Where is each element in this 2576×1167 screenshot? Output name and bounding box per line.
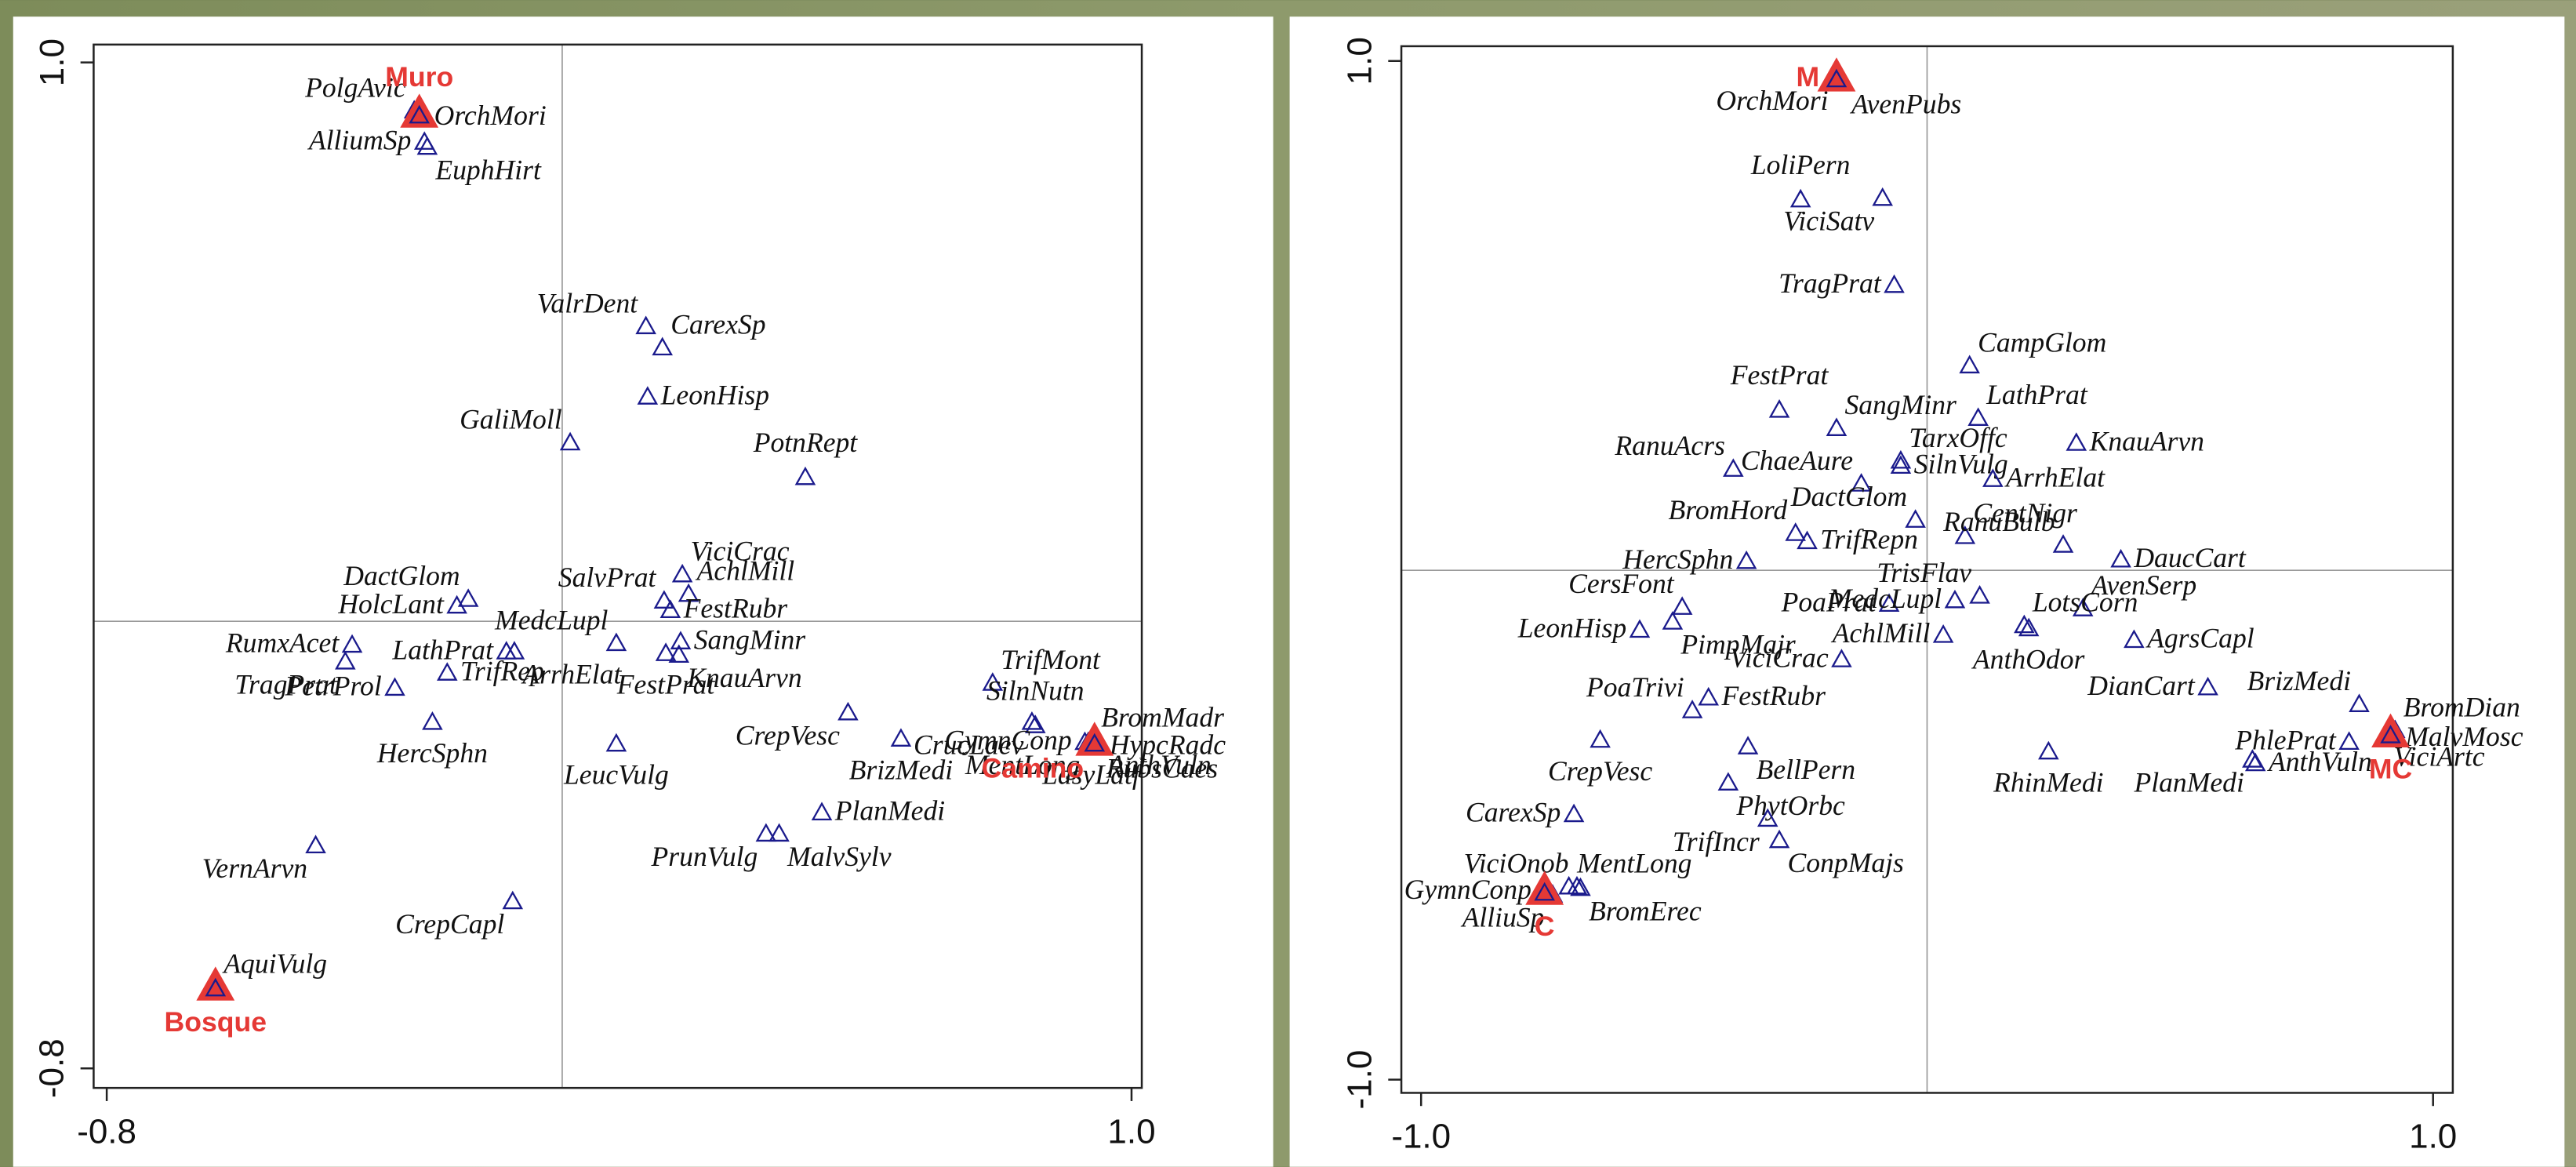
species-label: SilnNutn bbox=[986, 674, 1085, 706]
species-label: AvenPubs bbox=[1850, 89, 1961, 120]
species-label: AnthVuln bbox=[1106, 749, 1212, 780]
species-label: MentLong bbox=[1576, 848, 1691, 879]
x-tick-label: -0.8 bbox=[77, 1112, 136, 1151]
species-label: PlanMedi bbox=[834, 794, 945, 826]
species-label: MedcLupl bbox=[1828, 583, 1942, 614]
species-label: TrifRep bbox=[460, 655, 544, 686]
y-tick-label: 1.0 bbox=[33, 38, 71, 86]
species-label: BromHord bbox=[1669, 494, 1788, 525]
species-label: BellPern bbox=[1757, 754, 1856, 785]
species-label: FestRubr bbox=[1720, 680, 1826, 711]
site-label: MC bbox=[2369, 753, 2412, 784]
species-label: LeonHisp bbox=[660, 379, 770, 410]
y-tick-label: -0.8 bbox=[33, 1038, 71, 1098]
species-label: PlanMedi bbox=[2133, 767, 2244, 798]
species-label: CarexSp bbox=[670, 308, 765, 340]
species-label: LathPrat bbox=[1986, 379, 2088, 410]
species-label: TrifRepn bbox=[1820, 524, 1918, 555]
species-label: BrizMedi bbox=[2247, 665, 2351, 696]
species-label: DactGlom bbox=[343, 560, 460, 591]
species-label: RanuBulb bbox=[1942, 506, 2055, 537]
species-label: RhinMedi bbox=[1993, 767, 2103, 798]
chart-figure: -0.81.0-0.81.0PolgAvicOrchMoriAlliumSpEu… bbox=[0, 0, 2576, 1167]
species-label: SilnVulg bbox=[1914, 449, 2008, 480]
species-label: DaucCart bbox=[2133, 542, 2247, 573]
y-tick-label: 1.0 bbox=[1340, 37, 1379, 85]
site-label: C bbox=[1535, 911, 1555, 942]
x-tick-label: 1.0 bbox=[1107, 1112, 1155, 1151]
species-label: MedcLupl bbox=[494, 604, 608, 635]
species-label: CrepVesc bbox=[736, 719, 840, 751]
species-label: HercSphn bbox=[376, 737, 488, 769]
species-label: AchlMill bbox=[1831, 617, 1931, 649]
species-label: FestPrat bbox=[616, 668, 716, 700]
species-label: RanuAcrs bbox=[1614, 430, 1724, 461]
species-label: AnthVuln bbox=[2267, 746, 2372, 777]
species-label: BromErec bbox=[1589, 895, 1702, 926]
species-label: BromDian bbox=[2403, 691, 2520, 722]
species-label: PrunVulg bbox=[651, 841, 758, 872]
species-label: HolcLant bbox=[337, 588, 445, 620]
species-label: PhytOrbc bbox=[1735, 790, 1845, 821]
species-label: PetrProl bbox=[284, 671, 381, 702]
species-label: PoaTrivi bbox=[1586, 671, 1684, 703]
species-label: AnthOdor bbox=[1971, 644, 2085, 675]
species-label: GaliMoll bbox=[460, 404, 562, 435]
species-label: AlliumSp bbox=[307, 124, 412, 155]
species-label: BrizMedi bbox=[849, 754, 954, 785]
site-label: Muro bbox=[385, 61, 453, 93]
species-label: FestRubr bbox=[683, 593, 788, 624]
species-label: RumxAcet bbox=[225, 627, 340, 659]
species-label: EuphHirt bbox=[434, 154, 542, 185]
page: {"chart_data": [ {"type": "scatter", "xl… bbox=[0, 0, 2576, 1167]
species-label: LeucVulg bbox=[563, 759, 669, 791]
species-label: CrepCapl bbox=[395, 908, 504, 940]
species-label: DactGlom bbox=[1790, 481, 1907, 512]
x-tick-label: -1.0 bbox=[1391, 1118, 1451, 1156]
species-label: ChaeAure bbox=[1741, 445, 1853, 476]
y-tick-label: -1.0 bbox=[1340, 1050, 1379, 1110]
species-label: AquiVulg bbox=[222, 948, 327, 980]
species-label: AlliuSp bbox=[1461, 902, 1545, 933]
x-tick-label: 1.0 bbox=[2409, 1118, 2457, 1156]
species-label: DianCart bbox=[2087, 670, 2196, 701]
species-label: SangMinr bbox=[694, 623, 806, 655]
site-label: M bbox=[1797, 61, 1820, 93]
species-label: BromMadr bbox=[1101, 701, 1224, 733]
species-label: OrchMori bbox=[434, 100, 547, 131]
species-label: VernArvn bbox=[202, 853, 308, 884]
species-label: CrepVesc bbox=[1548, 755, 1652, 787]
species-label: CersFont bbox=[1568, 568, 1675, 599]
species-label: SangMinr bbox=[1844, 389, 1957, 420]
species-label: LeonHisp bbox=[1517, 613, 1627, 644]
species-label: KnauArvn bbox=[2089, 425, 2204, 456]
species-label: ViciSatv bbox=[1783, 205, 1874, 236]
species-label: ArrhElat bbox=[2004, 461, 2105, 493]
species-label: ValrDent bbox=[537, 287, 639, 318]
species-label: FestPrat bbox=[1730, 359, 1829, 391]
site-label: Bosque bbox=[164, 1006, 267, 1038]
species-label: AchlMill bbox=[696, 555, 795, 587]
species-label: TrifMont bbox=[1001, 644, 1101, 675]
species-label: CarexSp bbox=[1466, 797, 1560, 828]
species-label: TragPrat bbox=[1778, 267, 1882, 299]
species-label: SalvPrat bbox=[558, 562, 657, 593]
species-label: MalvSylv bbox=[787, 841, 892, 872]
species-label: GymnConp bbox=[1404, 874, 1531, 905]
species-label: ConpMajs bbox=[1788, 847, 1904, 878]
species-label: PotnRept bbox=[753, 427, 859, 458]
species-label: LotsCorn bbox=[2032, 587, 2138, 618]
species-label: CampGlom bbox=[1978, 326, 2106, 358]
site-label: Camino bbox=[982, 753, 1085, 784]
species-label: AgrsCapl bbox=[2145, 623, 2254, 654]
species-label: LoliPern bbox=[1750, 149, 1851, 180]
species-label: ViciCrac bbox=[1730, 642, 1829, 673]
